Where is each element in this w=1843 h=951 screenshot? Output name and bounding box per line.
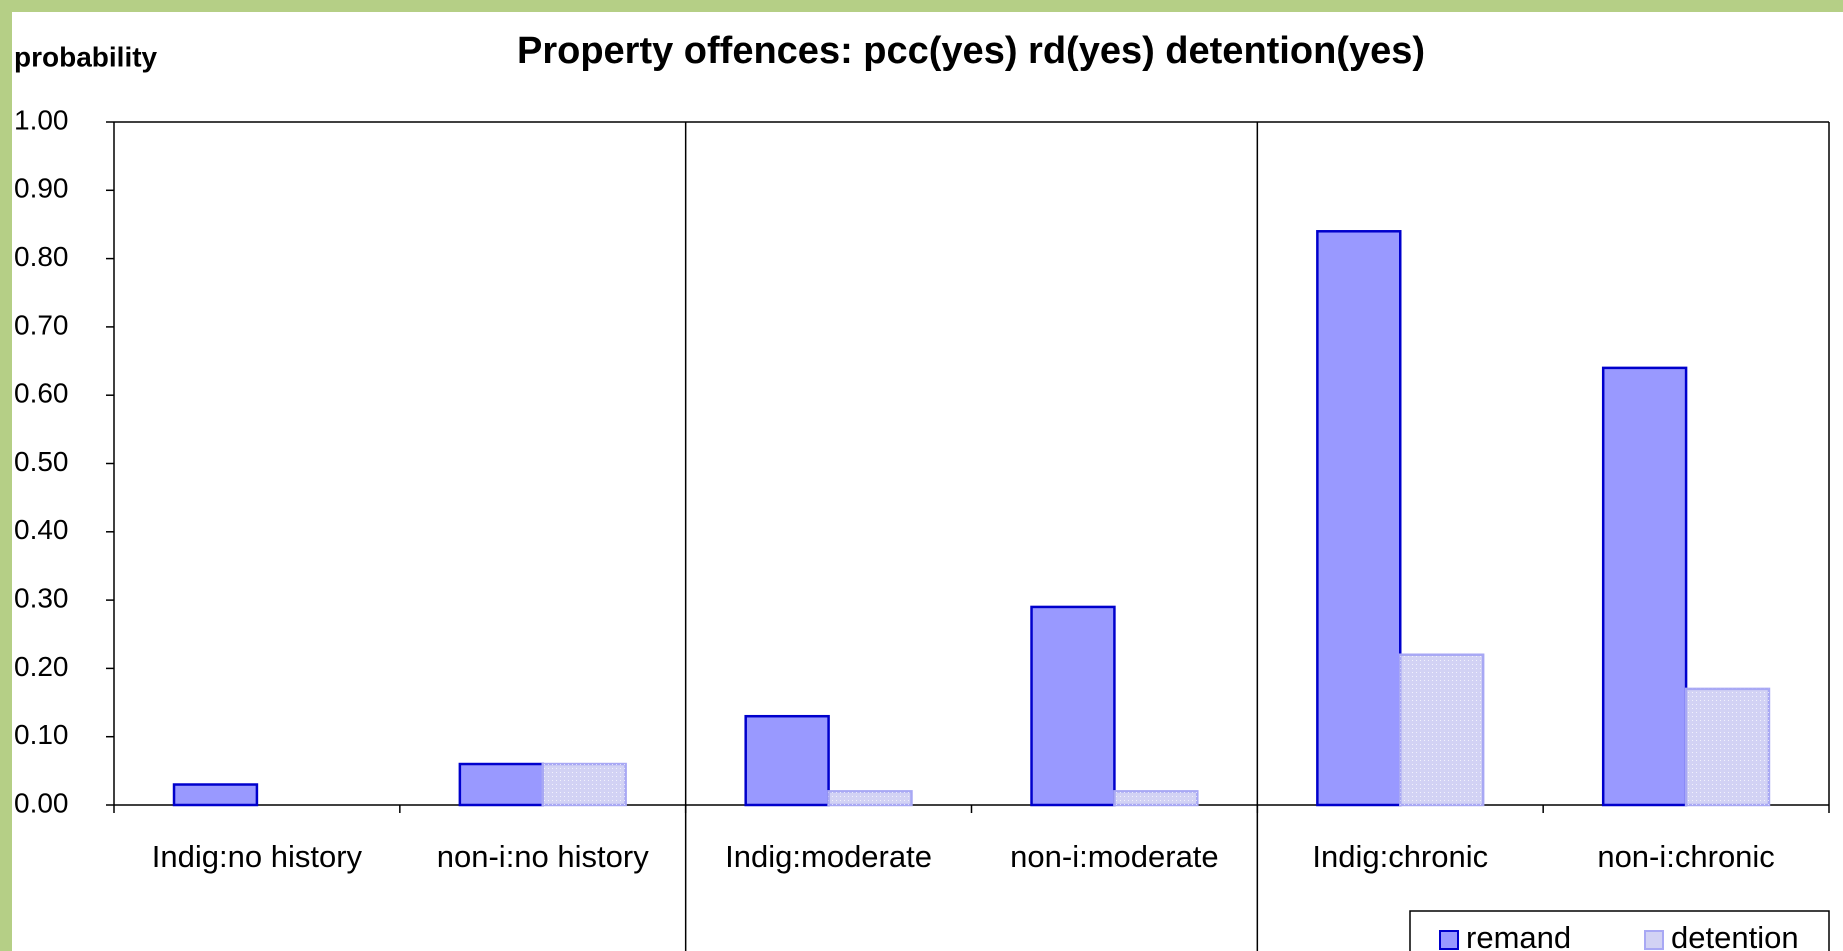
x-tick-label: Indig:chronic bbox=[1312, 839, 1488, 874]
bar-texture bbox=[1400, 654, 1484, 805]
bar bbox=[1316, 230, 1402, 807]
bar-texture bbox=[1686, 688, 1769, 805]
y-tick-label: 1.00 bbox=[14, 104, 69, 135]
bar-texture bbox=[1114, 791, 1198, 805]
y-tick-label: 0.20 bbox=[14, 651, 69, 682]
y-tick-label: 0.90 bbox=[14, 173, 69, 204]
bar bbox=[1601, 366, 1688, 807]
y-tick-label: 0.40 bbox=[14, 514, 69, 545]
legend-swatch bbox=[1644, 930, 1664, 950]
bar-texture bbox=[828, 791, 912, 805]
y-tick-label: 0.50 bbox=[14, 446, 69, 477]
legend-label: remand bbox=[1466, 920, 1571, 951]
y-tick-label: 0.60 bbox=[14, 378, 69, 409]
y-tick-label: 0.80 bbox=[14, 241, 69, 272]
bar bbox=[458, 762, 545, 807]
chart-title: Property offences: pcc(yes) rd(yes) dete… bbox=[517, 30, 1425, 72]
y-tick-label: 0.10 bbox=[14, 719, 69, 750]
y-tick-label: 0.30 bbox=[14, 582, 69, 613]
x-tick-label: Indig:moderate bbox=[725, 839, 932, 874]
bar bbox=[172, 783, 259, 807]
y-tick-label: 0.70 bbox=[14, 309, 69, 340]
x-tick-label: Indig:no history bbox=[152, 839, 363, 874]
y-tick-label: 0.00 bbox=[14, 787, 69, 818]
bar bbox=[1030, 605, 1116, 807]
bar-texture bbox=[542, 764, 626, 805]
x-tick-label: non-i:chronic bbox=[1597, 839, 1774, 874]
legend-box bbox=[1409, 910, 1830, 951]
x-tick-label: non-i:no history bbox=[437, 839, 649, 874]
x-tick-label: non-i:moderate bbox=[1010, 839, 1219, 874]
bar bbox=[744, 714, 830, 807]
chart-area bbox=[12, 12, 1843, 951]
legend-label: detention bbox=[1671, 920, 1799, 951]
legend-swatch bbox=[1439, 930, 1459, 950]
y-axis-label: probability bbox=[14, 41, 158, 72]
